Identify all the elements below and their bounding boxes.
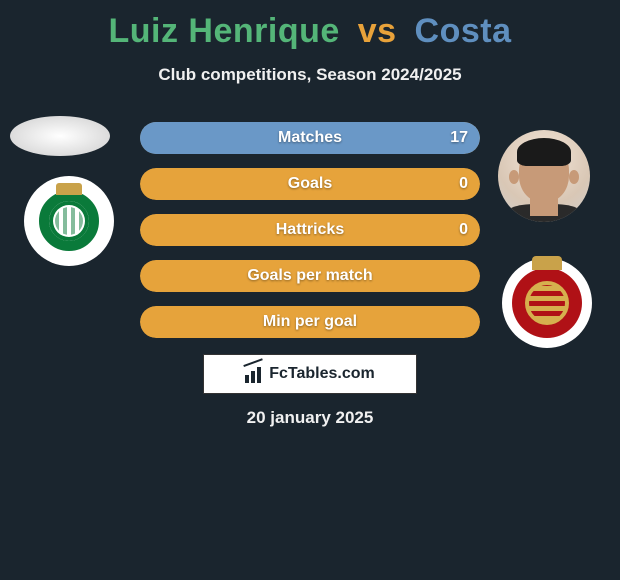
stat-label: Goals (140, 168, 480, 200)
stat-row-hattricks: Hattricks 0 (140, 214, 480, 246)
player2-avatar (498, 130, 590, 222)
title-player2: Costa (415, 12, 512, 50)
stat-row-goals-per-match: Goals per match (140, 260, 480, 292)
stat-row-min-per-goal: Min per goal (140, 306, 480, 338)
stat-row-goals: Goals 0 (140, 168, 480, 200)
brand-link[interactable]: FcTables.com (203, 354, 417, 394)
comparison-title: Luiz Henrique vs Costa (0, 0, 620, 51)
chart-icon (245, 365, 263, 383)
player2-club-crest (502, 258, 592, 348)
stat-row-matches: Matches 17 (140, 122, 480, 154)
title-player1: Luiz Henrique (109, 12, 340, 50)
brand-text: FcTables.com (269, 365, 375, 383)
stat-label: Hattricks (140, 214, 480, 246)
stat-label: Min per goal (140, 306, 480, 338)
stat-right-value: 17 (450, 122, 468, 154)
stat-right-value: 0 (459, 214, 468, 246)
comparison-subtitle: Club competitions, Season 2024/2025 (0, 65, 620, 85)
stat-label: Matches (140, 122, 480, 154)
stat-label: Goals per match (140, 260, 480, 292)
title-vs: vs (358, 12, 397, 50)
footer-date: 20 january 2025 (0, 408, 620, 428)
stat-right-value: 0 (459, 168, 468, 200)
stat-rows: Matches 17 Goals 0 Hattricks 0 Goals per… (140, 122, 480, 352)
player1-avatar (10, 116, 110, 156)
player1-club-crest (24, 176, 114, 266)
